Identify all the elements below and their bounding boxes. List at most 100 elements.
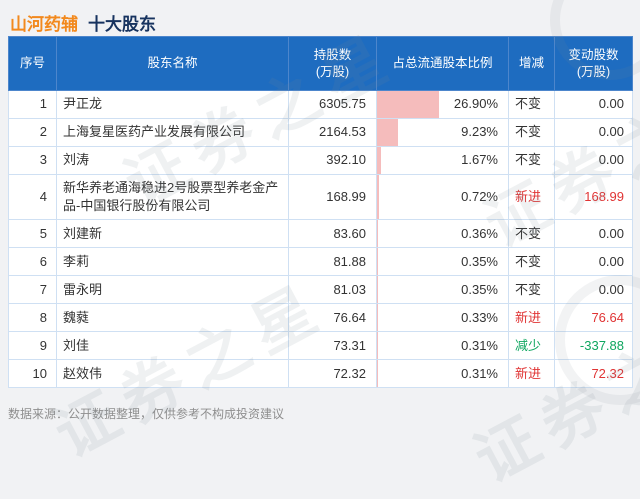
shareholders-table: 序号 股东名称 持股数 (万股) 占总流通股本比例 增减 变动股数 (万股) 1… <box>8 36 633 389</box>
pct-value: 0.33% <box>461 309 498 325</box>
pct-bar <box>377 147 381 174</box>
share-change-cell: 0.00 <box>554 219 633 249</box>
share-change-cell: 0.00 <box>554 275 633 305</box>
shareholder-name-cell: 刘涛 <box>56 146 289 175</box>
pct-bar <box>377 119 399 146</box>
share-change-cell: 76.64 <box>554 303 633 333</box>
pct-of-float-cell: 0.35% <box>376 247 509 277</box>
pct-of-float-cell: 9.23% <box>376 118 509 147</box>
shareholder-name-cell: 新华养老通海稳进2号股票型养老金产品-中国银行股份有限公司 <box>56 173 289 221</box>
pct-bar <box>377 360 378 387</box>
page: 山河药辅 十大股东 序号 股东名称 持股数 (万股) 占总流通股本比例 增减 变动… <box>8 0 640 496</box>
shareholder-name-cell: 赵效伟 <box>56 359 289 389</box>
header-shareholder-name: 股东名称 <box>56 36 289 91</box>
pct-value: 0.36% <box>461 225 498 241</box>
pct-of-float-cell: 0.33% <box>376 303 509 333</box>
rank-cell: 1 <box>8 90 57 119</box>
pct-bar <box>377 220 378 247</box>
share-change-cell: 0.00 <box>554 247 633 277</box>
change-status-cell: 不变 <box>508 219 555 249</box>
change-status-cell: 新进 <box>508 359 555 389</box>
pct-value: 0.31% <box>461 365 498 381</box>
share-change-cell: 0.00 <box>554 118 633 147</box>
shares-held-cell: 168.99 <box>288 173 377 221</box>
pct-of-float-cell: 0.31% <box>376 331 509 361</box>
table-row: 6 李莉 81.88 0.35% 不变 0.00 <box>8 247 633 277</box>
shareholder-name-cell: 上海复星医药产业发展有限公司 <box>56 118 289 147</box>
change-status-cell: 不变 <box>508 90 555 119</box>
shares-held-cell: 73.31 <box>288 331 377 361</box>
rank-cell: 4 <box>8 173 57 221</box>
shares-held-cell: 72.32 <box>288 359 377 389</box>
rank-cell: 2 <box>8 118 57 147</box>
table-row: 8 魏蕤 76.64 0.33% 新进 76.64 <box>8 303 633 333</box>
header-rank: 序号 <box>8 36 57 91</box>
change-status-cell: 不变 <box>508 118 555 147</box>
shareholder-name-cell: 魏蕤 <box>56 303 289 333</box>
rank-cell: 5 <box>8 219 57 249</box>
rank-cell: 6 <box>8 247 57 277</box>
change-status-cell: 新进 <box>508 303 555 333</box>
header-change: 增减 <box>508 36 555 91</box>
header-shares-held: 持股数 (万股) <box>288 36 377 91</box>
pct-of-float-cell: 0.35% <box>376 275 509 305</box>
stock-name: 山河药辅 <box>10 15 78 34</box>
pct-value: 1.67% <box>461 152 498 168</box>
shares-held-cell: 81.03 <box>288 275 377 305</box>
shareholder-name-cell: 刘建新 <box>56 219 289 249</box>
pct-value: 0.31% <box>461 337 498 353</box>
change-status-cell: 不变 <box>508 275 555 305</box>
shares-held-cell: 392.10 <box>288 146 377 175</box>
table-header: 序号 股东名称 持股数 (万股) 占总流通股本比例 增减 变动股数 (万股) <box>8 36 633 91</box>
pct-bar <box>377 248 378 275</box>
table-row: 2 上海复星医药产业发展有限公司 2164.53 9.23% 不变 0.00 <box>8 118 633 147</box>
rank-cell: 3 <box>8 146 57 175</box>
shareholder-name-cell: 刘佳 <box>56 331 289 361</box>
rank-cell: 9 <box>8 331 57 361</box>
pct-of-float-cell: 26.90% <box>376 90 509 119</box>
pct-value: 0.35% <box>461 253 498 269</box>
pct-bar <box>377 332 378 359</box>
share-change-cell: 0.00 <box>554 146 633 175</box>
pct-of-float-cell: 0.31% <box>376 359 509 389</box>
shares-held-cell: 6305.75 <box>288 90 377 119</box>
change-status-cell: 新进 <box>508 173 555 221</box>
pct-bar <box>377 276 378 303</box>
title-suffix: 十大股东 <box>88 15 156 34</box>
pct-value: 0.72% <box>461 189 498 205</box>
pct-of-float-cell: 1.67% <box>376 146 509 175</box>
data-source-note: 数据来源：公开数据整理，仅供参考不构成投资建议 <box>8 407 285 421</box>
header-pct-of-float: 占总流通股本比例 <box>376 36 509 91</box>
header-row: 序号 股东名称 持股数 (万股) 占总流通股本比例 增减 变动股数 (万股) <box>8 36 633 91</box>
shares-held-cell: 83.60 <box>288 219 377 249</box>
table-row: 1 尹正龙 6305.75 26.90% 不变 0.00 <box>8 90 633 119</box>
table-row: 7 雷永明 81.03 0.35% 不变 0.00 <box>8 275 633 305</box>
table-body: 1 尹正龙 6305.75 26.90% 不变 0.00 2 上海复星医药产业发展有限公司 21… <box>8 90 633 389</box>
share-change-cell: 0.00 <box>554 90 633 119</box>
change-status-cell: 不变 <box>508 247 555 277</box>
shareholder-name-cell: 雷永明 <box>56 275 289 305</box>
table-row: 4 新华养老通海稳进2号股票型养老金产品-中国银行股份有限公司 168.99 0.72… <box>8 173 633 221</box>
pct-of-float-cell: 0.36% <box>376 219 509 249</box>
share-change-cell: 168.99 <box>554 173 633 221</box>
table-row: 3 刘涛 392.10 1.67% 不变 0.00 <box>8 146 633 175</box>
table-row: 5 刘建新 83.60 0.36% 不变 0.00 <box>8 219 633 249</box>
change-status-cell: 减少 <box>508 331 555 361</box>
pct-value: 9.23% <box>461 124 498 140</box>
shareholder-name-cell: 尹正龙 <box>56 90 289 119</box>
header-share-change: 变动股数 (万股) <box>554 36 633 91</box>
pct-value: 0.35% <box>461 281 498 297</box>
share-change-cell: -337.88 <box>554 331 633 361</box>
shares-held-cell: 2164.53 <box>288 118 377 147</box>
shares-held-cell: 81.88 <box>288 247 377 277</box>
share-change-cell: 72.32 <box>554 359 633 389</box>
pct-bar <box>377 304 378 331</box>
table-row: 9 刘佳 73.31 0.31% 减少 -337.88 <box>8 331 633 361</box>
rank-cell: 7 <box>8 275 57 305</box>
shares-held-cell: 76.64 <box>288 303 377 333</box>
pct-bar <box>377 91 439 118</box>
change-status-cell: 不变 <box>508 146 555 175</box>
rank-cell: 10 <box>8 359 57 389</box>
pct-of-float-cell: 0.72% <box>376 173 509 221</box>
pct-bar <box>377 175 379 219</box>
